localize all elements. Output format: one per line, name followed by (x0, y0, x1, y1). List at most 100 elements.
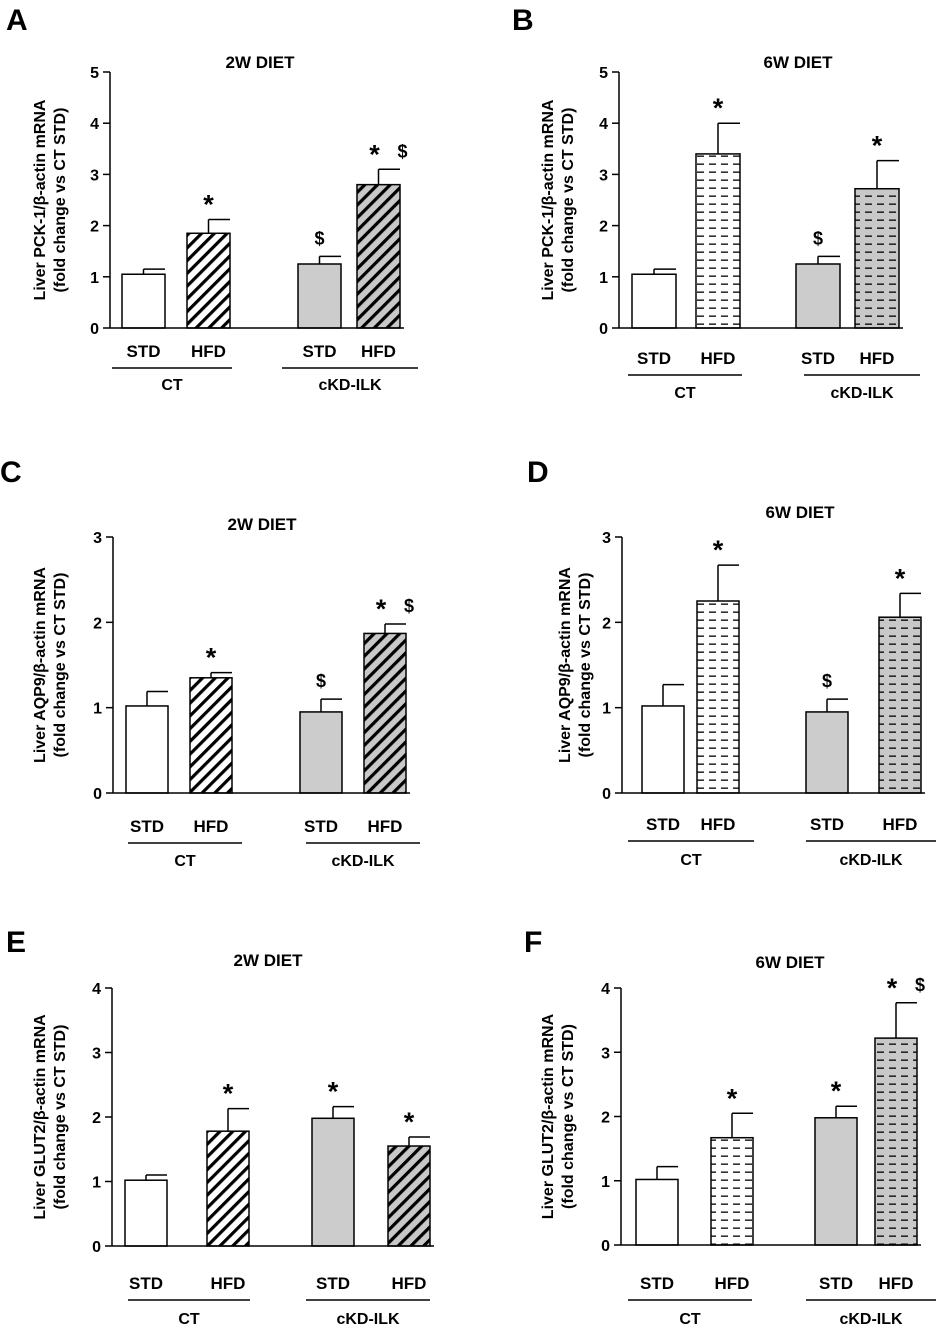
y-tick-label: 0 (602, 786, 611, 803)
panel-c: C 2W DIET Liver AQP9/β-actin mRNA (fold cha… (0, 456, 420, 870)
bar-4 (363, 632, 407, 794)
y-axis-label: Liver PCK-1/β-actin mRNA (32, 99, 49, 300)
category-label: STD (130, 817, 164, 836)
significance-dollar: $ (316, 671, 326, 691)
y-tick-label: 3 (599, 167, 608, 184)
y-tick-label: 2 (602, 615, 611, 632)
panel-a: A 2W DIET Liver PCK-1/β-actin mRNA (fold ch… (6, 4, 418, 394)
panel-letter: C (0, 456, 22, 489)
bar-2 (710, 1136, 754, 1246)
significance-star: * (223, 1079, 234, 1109)
panel-letter: E (6, 926, 26, 959)
y-tick-label: 0 (93, 786, 102, 803)
y-tick-label: 3 (93, 530, 102, 547)
category-label: HFD (701, 815, 736, 834)
bar-2 (695, 153, 741, 329)
category-label: STD (810, 815, 844, 834)
panel-letter: A (6, 4, 28, 37)
panel-letter: B (512, 4, 534, 37)
category-label: HFD (191, 342, 226, 361)
y-axis-label: Liver AQP9/β-actin mRNA (32, 567, 49, 763)
category-label: STD (640, 1274, 674, 1293)
group-label: cKD-ILK (839, 852, 903, 869)
bar-4 (854, 187, 900, 329)
y-tick-label: 2 (93, 615, 102, 632)
significance-star: * (895, 563, 906, 593)
y-tick-label: 0 (90, 321, 99, 338)
group-label: CT (178, 1311, 200, 1328)
y-tick-label: 1 (602, 701, 611, 718)
category-label: STD (316, 1274, 350, 1293)
bar-2 (189, 677, 233, 794)
y-axis-label-sub: (fold change vs CT STD) (52, 1025, 69, 1210)
significance-dollar: $ (314, 228, 324, 248)
group-label: CT (161, 377, 183, 394)
category-label: STD (303, 342, 337, 361)
significance-star: * (831, 1076, 842, 1106)
chart-title: 6W DIET (756, 953, 826, 972)
y-tick-label: 1 (90, 270, 99, 287)
category-label: HFD (361, 342, 396, 361)
bar-1 (124, 1179, 168, 1247)
bar-2 (696, 600, 740, 794)
bar-3 (814, 1117, 858, 1246)
y-tick-label: 1 (93, 701, 102, 718)
bar-1 (641, 705, 685, 794)
significance-dollar: $ (822, 671, 832, 691)
y-tick-label: 0 (599, 321, 608, 338)
y-tick-label: 3 (601, 1045, 610, 1062)
y-tick-label: 0 (601, 1238, 610, 1255)
y-tick-label: 2 (92, 1110, 101, 1127)
significance-star: * (328, 1077, 339, 1107)
y-axis-label: Liver AQP9/β-actin mRNA (557, 567, 574, 763)
group-label: cKD-ILK (830, 385, 894, 402)
y-tick-label: 3 (90, 167, 99, 184)
category-label: STD (304, 817, 338, 836)
chart-title: 2W DIET (228, 515, 298, 534)
category-label: HFD (194, 817, 229, 836)
bar-1 (125, 705, 169, 794)
significance-star: * (369, 139, 380, 169)
y-axis-label-sub: (fold change vs CT STD) (52, 573, 69, 758)
significance-star: * (872, 131, 883, 161)
category-label: STD (637, 349, 671, 368)
category-label: HFD (211, 1274, 246, 1293)
significance-dollar: $ (915, 975, 925, 995)
y-tick-label: 4 (599, 116, 608, 133)
y-axis-label-sub: (fold change vs CT STD) (560, 1024, 577, 1209)
significance-star: * (404, 1107, 415, 1137)
bar-2 (206, 1130, 250, 1247)
significance-star: * (713, 535, 724, 565)
bar-3 (795, 263, 841, 329)
group-label: cKD-ILK (318, 377, 382, 394)
y-axis-label: Liver PCK-1/β-actin mRNA (540, 99, 557, 300)
panel-e: E 2W DIET Liver GLUT2/β-actin mRNA (fold ch… (6, 926, 434, 1328)
category-label: HFD (715, 1274, 750, 1293)
y-axis-label-sub: (fold change vs CT STD) (577, 573, 594, 758)
y-tick-label: 1 (601, 1174, 610, 1191)
category-label: STD (127, 342, 161, 361)
group-label: CT (674, 385, 696, 402)
category-label: HFD (860, 349, 895, 368)
bar-3 (311, 1117, 355, 1247)
category-label: HFD (392, 1274, 427, 1293)
significance-star: * (713, 93, 724, 123)
y-tick-label: 3 (92, 1046, 101, 1063)
category-label: STD (819, 1274, 853, 1293)
bar-1 (121, 273, 166, 329)
group-label: CT (174, 853, 196, 870)
y-tick-label: 1 (92, 1175, 101, 1192)
group-label: cKD-ILK (336, 1311, 400, 1328)
chart-title: 2W DIET (226, 53, 296, 72)
chart-title: 2W DIET (234, 951, 304, 970)
group-label: cKD-ILK (839, 1311, 903, 1328)
y-axis-label: Liver GLUT2/β-actin mRNA (32, 1014, 49, 1220)
category-label: STD (646, 815, 680, 834)
bar-3 (299, 711, 343, 794)
significance-dollar: $ (397, 141, 407, 161)
bar-2 (186, 232, 231, 329)
y-axis-label-sub: (fold change vs CT STD) (560, 108, 577, 293)
category-label: STD (801, 349, 835, 368)
panel-letter: D (527, 456, 549, 489)
y-tick-label: 2 (90, 219, 99, 236)
